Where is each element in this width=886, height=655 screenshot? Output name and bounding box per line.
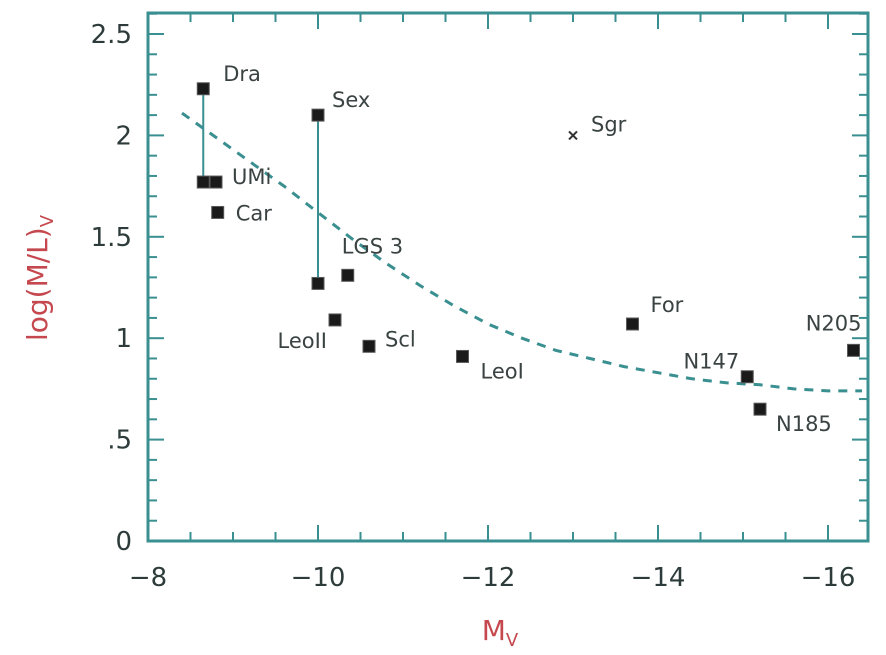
data-point xyxy=(196,82,210,96)
point-labels: Dra UMi Car Sex LGS 3 LeoII Scl LeoI For N147 N185… xyxy=(223,62,861,436)
point-label: Car xyxy=(236,201,273,225)
x-axis-title-main: M xyxy=(482,614,506,647)
point-label: Dra xyxy=(223,62,261,86)
plot-frame xyxy=(146,11,870,543)
point-label: LeoII xyxy=(278,329,328,353)
data-point xyxy=(341,268,355,282)
tick-labels: −8 −10 −12 −14 −16 0 .5 1 1.5 2 2.5 xyxy=(91,20,856,593)
fit-curve-group xyxy=(181,111,862,393)
y-tick-label: 2 xyxy=(115,121,132,151)
point-label: Sex xyxy=(332,88,370,112)
data-point xyxy=(311,108,325,122)
y-tick-label: 0 xyxy=(115,527,132,557)
fit-curve xyxy=(181,111,862,393)
x-tick-label: −8 xyxy=(129,563,167,593)
point-label: Scl xyxy=(385,327,416,351)
x-tick-label: −16 xyxy=(801,563,856,593)
data-point xyxy=(740,370,754,384)
data-point xyxy=(209,175,223,189)
y-axis-title-sub: V xyxy=(37,214,58,227)
data-point-cross xyxy=(568,130,578,141)
x-tick-label: −10 xyxy=(291,563,346,593)
x-axis-title: MV xyxy=(482,614,519,651)
y-tick-label: 2.5 xyxy=(91,20,132,50)
point-label: N205 xyxy=(806,311,862,335)
x-axis-title-sub: V xyxy=(506,630,519,651)
x-tick-label: −14 xyxy=(631,563,686,593)
data-point xyxy=(328,313,342,327)
data-point xyxy=(362,339,376,353)
y-tick-label: .5 xyxy=(107,426,132,456)
data-point xyxy=(626,317,639,331)
y-tick-label: 1 xyxy=(115,324,132,354)
point-label: LeoI xyxy=(481,359,524,383)
point-label: N147 xyxy=(683,350,739,374)
point-label: N185 xyxy=(776,412,832,436)
data-point xyxy=(847,343,860,357)
data-points xyxy=(196,82,860,416)
error-bars xyxy=(202,88,319,284)
data-point xyxy=(196,175,210,189)
axis-ticks xyxy=(147,12,868,542)
y-axis-title-main: log(M/L) xyxy=(21,227,54,341)
point-label: Sgr xyxy=(591,112,627,136)
x-tick-label: −12 xyxy=(461,563,516,593)
y-axis-title: log(M/L)V xyxy=(21,214,58,341)
data-point xyxy=(456,349,469,363)
point-label: LGS 3 xyxy=(342,234,403,258)
data-point xyxy=(311,276,325,290)
y-tick-label: 1.5 xyxy=(91,223,132,253)
point-label: UMi xyxy=(232,165,271,189)
data-point xyxy=(753,402,767,416)
point-label: For xyxy=(651,293,684,317)
data-point xyxy=(211,205,225,219)
